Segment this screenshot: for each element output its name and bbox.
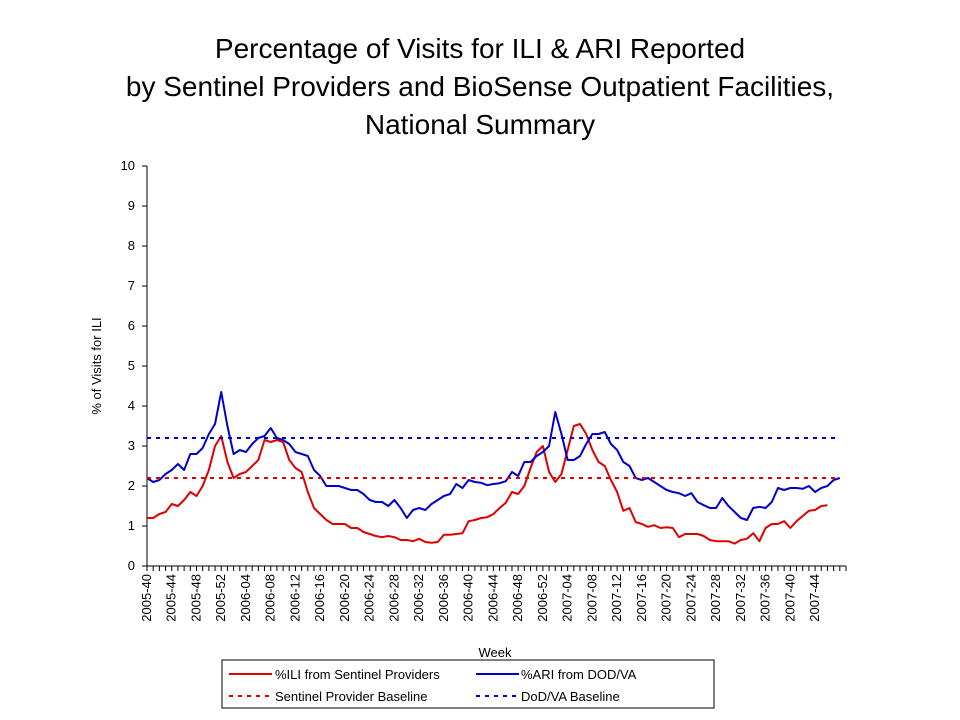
x-tick-label: 2007-04 [560, 574, 575, 622]
x-tick-label: 2007-44 [807, 574, 822, 622]
x-tick-label: 2006-36 [436, 574, 451, 622]
x-tick-label: 2006-20 [337, 574, 352, 622]
x-tick-label: 2006-04 [238, 574, 253, 622]
x-tick-label: 2007-20 [659, 574, 674, 622]
x-tick-label: 2006-48 [510, 574, 525, 622]
legend-label-sentinel-baseline: Sentinel Provider Baseline [275, 689, 427, 704]
series-line-ari-from-dod-va [146, 391, 841, 521]
y-tick-label: 7 [128, 278, 135, 293]
x-tick-label: 2006-40 [461, 574, 476, 622]
series-layer [146, 391, 841, 545]
legend-label-dodva-baseline: DoD/VA Baseline [521, 689, 620, 704]
legend-label-ili: %ILI from Sentinel Providers [275, 667, 440, 682]
x-tick-label: 2007-08 [584, 574, 599, 622]
legend-box [221, 659, 715, 709]
y-tick-label: 5 [128, 358, 135, 373]
x-tick-label: 2007-12 [609, 574, 624, 622]
legend-label-ari: %ARI from DOD/VA [521, 667, 637, 682]
x-tick-label: 2006-28 [386, 574, 401, 622]
x-tick-label: 2006-24 [362, 574, 377, 622]
y-tick-label: 6 [128, 318, 135, 333]
x-axis-label: Week [479, 645, 512, 660]
x-tick-label: 2006-32 [411, 574, 426, 622]
x-tick-label: 2007-40 [782, 574, 797, 622]
x-tick-label: 2006-12 [287, 574, 302, 622]
x-tick-label: 2005-52 [213, 574, 228, 622]
x-tick-label: 2006-52 [535, 574, 550, 622]
y-tick-label: 9 [128, 198, 135, 213]
series-line-ili-from-sentinel-providers [147, 423, 828, 545]
chart-title-line-1: Percentage of Visits for ILI & ARI Repor… [214, 33, 746, 64]
x-tick-label: 2005-40 [139, 574, 154, 622]
x-tick-label: 2007-16 [634, 574, 649, 622]
y-tick-label: 0 [128, 558, 135, 573]
x-tick-label: 2007-32 [733, 574, 748, 622]
y-tick-label: 8 [128, 238, 135, 253]
x-tick-label: 2007-36 [758, 574, 773, 622]
x-tick-label: 2006-44 [485, 574, 500, 622]
x-tick-label: 2006-08 [263, 574, 278, 622]
chart-title-line-2: by Sentinel Providers and BioSense Outpa… [125, 71, 835, 102]
y-tick-label: 1 [128, 518, 135, 533]
x-tick-label: 2007-28 [708, 574, 723, 622]
chart-axes: 0 1 2 3 4 5 6 7 8 9 10 2005-40 2005-44 2005-48 2005-52… [121, 158, 847, 622]
x-tick-label: 2007-24 [683, 574, 698, 622]
y-tick-label: 10 [121, 158, 135, 173]
chart-title: Percentage of Visits for ILI & ARI Repor… [0, 30, 960, 144]
y-tick-label: 2 [128, 478, 135, 493]
x-tick-label: 2005-44 [164, 574, 179, 622]
x-tick-label: 2006-16 [312, 574, 327, 622]
x-tick-label: 2005-48 [188, 574, 203, 622]
y-axis-label: % of Visits for ILI [89, 317, 104, 414]
chart-legend: %ILI from Sentinel Providers %ARI from D… [221, 659, 715, 709]
y-tick-label: 3 [128, 438, 135, 453]
chart-title-line-3: National Summary [364, 109, 596, 140]
y-tick-label: 4 [128, 398, 135, 413]
